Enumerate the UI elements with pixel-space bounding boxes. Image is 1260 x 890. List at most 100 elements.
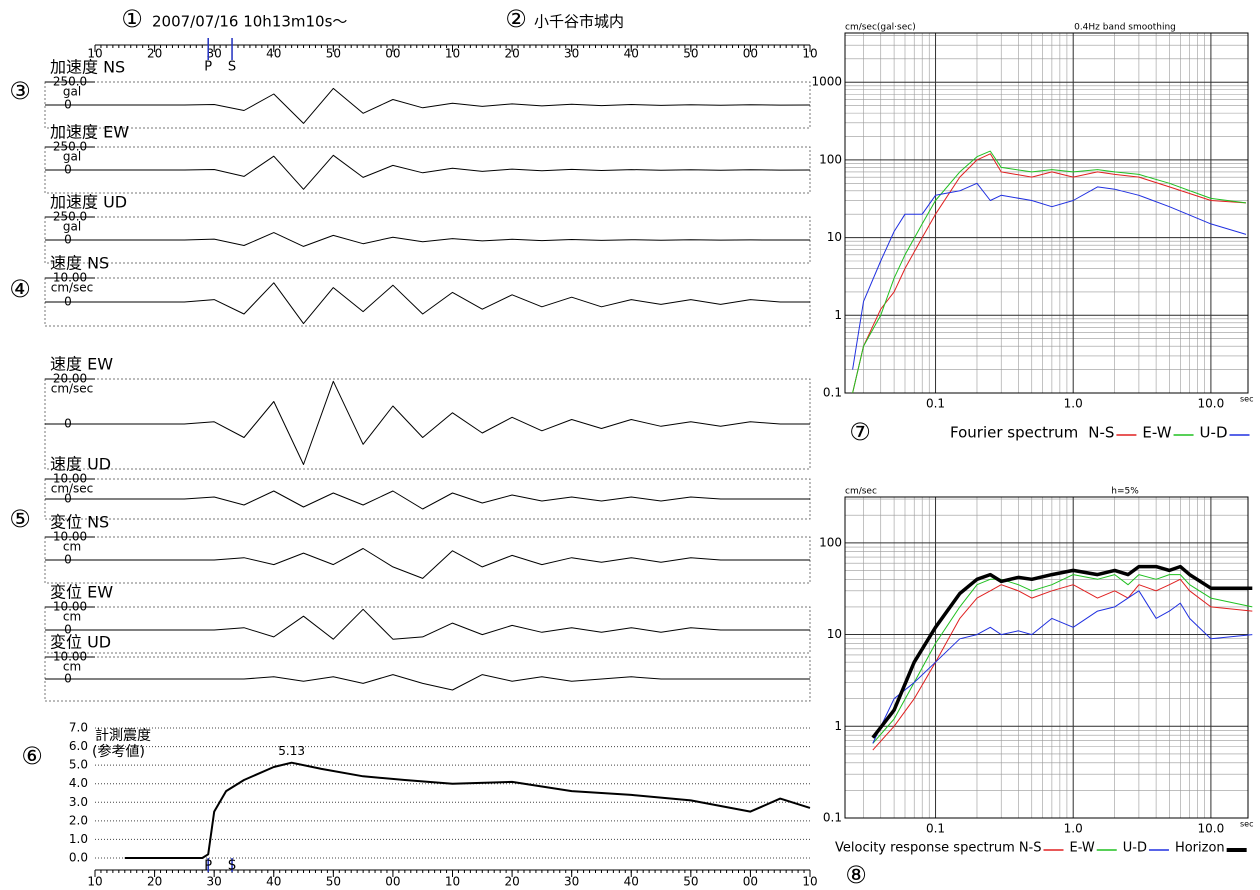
unit-label: gal — [63, 85, 81, 99]
y-tick-label: 0 — [64, 672, 72, 686]
x-tick-label: 30 — [207, 875, 222, 889]
legend-label: N-S — [1088, 424, 1114, 442]
panel-title: 変位 EW — [50, 583, 113, 602]
y-tick-label: 0 — [64, 163, 72, 177]
chart-title: cm/sec(gal·sec) — [845, 23, 916, 33]
y-tick-label: 100 — [819, 152, 842, 166]
y-tick-label: 1.0 — [69, 832, 88, 846]
x-tick-label: 20 — [147, 875, 162, 889]
spectrum-line — [852, 182, 1247, 370]
waveform-line — [95, 232, 810, 247]
plot-frame — [844, 496, 1249, 819]
chart-title: 計測震度 — [95, 728, 151, 744]
marker: ③ — [9, 77, 31, 105]
y-tick-label: 250.0 — [53, 210, 87, 224]
axis-unit: sec — [1240, 820, 1254, 829]
unit-label: cm — [63, 660, 81, 674]
y-tick-label: 7.0 — [69, 721, 88, 735]
waveform-line — [95, 154, 811, 190]
y-tick-label: 10.00 — [53, 650, 87, 664]
marker: ⑤ — [9, 505, 31, 533]
plot-frame — [844, 32, 1249, 394]
date: 2007/07/16 10h13m10s〜 — [152, 13, 347, 31]
y-tick-label: 10.00 — [53, 530, 87, 544]
y-tick-label: 0 — [64, 553, 72, 567]
x-tick-label: 10 — [87, 875, 102, 889]
x-tick-label: 10 — [445, 875, 460, 889]
y-tick-label: 10.00 — [53, 472, 87, 486]
unit-label: cm — [63, 540, 81, 554]
x-tick-label: 30 — [564, 875, 579, 889]
x-tick-label: 10 — [445, 47, 460, 61]
panel-title: 加速度 NS — [50, 58, 125, 77]
y-tick-label: 1 — [834, 308, 842, 322]
waveform-line — [95, 608, 810, 640]
y-tick-label: 250.0 — [53, 140, 87, 154]
marker: ② — [505, 5, 527, 33]
y-tick-label: 0 — [64, 233, 72, 247]
legend-label: N-S — [1019, 841, 1042, 856]
panel-title: 速度 UD — [50, 455, 111, 474]
x-tick-label: 20 — [504, 47, 519, 61]
marker: ④ — [9, 275, 31, 303]
phase-label: S — [228, 60, 236, 75]
y-tick-label: 1 — [834, 719, 842, 733]
y-tick-label: 0.0 — [69, 851, 88, 865]
x-tick-label: 40 — [624, 875, 639, 889]
waveform-line — [95, 490, 810, 510]
y-tick-label: 0.1 — [823, 386, 842, 400]
x-tick-label: 30 — [207, 47, 222, 61]
unit-label: gal — [63, 150, 81, 164]
axis-unit: sec — [1240, 395, 1254, 404]
y-tick-label: 1000 — [811, 75, 842, 89]
x-tick-label: 50 — [683, 47, 698, 61]
waveform-line — [95, 548, 810, 579]
chart-subtitle: 0.4Hz band smoothing — [1074, 23, 1176, 33]
spectrum-line — [852, 150, 1247, 394]
x-tick-label: 50 — [683, 875, 698, 889]
panel-title: 変位 NS — [50, 513, 109, 532]
y-tick-label: 6.0 — [69, 739, 88, 753]
y-tick-label: 0 — [64, 623, 72, 637]
y-tick-label: 0 — [64, 295, 72, 309]
waveform-line — [95, 87, 811, 124]
unit-label: cm — [63, 610, 81, 624]
phase-label: P — [204, 60, 212, 75]
y-tick-label: 10 — [827, 627, 842, 641]
x-tick-label: 40 — [266, 47, 281, 61]
y-tick-label: 3.0 — [69, 795, 88, 809]
y-tick-label: 0 — [64, 98, 72, 112]
y-tick-label: 0 — [64, 492, 72, 506]
intensity-line — [124, 761, 811, 859]
spectrum-line — [852, 153, 1247, 394]
x-tick-label: 10 — [802, 47, 817, 61]
x-tick-label: 1.0 — [1064, 822, 1083, 836]
x-tick-label: 00 — [385, 875, 400, 889]
y-tick-label: 250.0 — [53, 75, 87, 89]
y-tick-label: 2.0 — [69, 813, 88, 827]
unit-label: cm/sec — [51, 281, 94, 295]
y-tick-label: 100 — [819, 535, 842, 549]
x-tick-label: 00 — [385, 47, 400, 61]
panel-title: 速度 EW — [50, 355, 113, 374]
y-tick-label: 0 — [64, 417, 72, 431]
annotation: 5.13 — [278, 744, 305, 758]
y-tick-label: 10 — [827, 230, 842, 244]
waveform-line — [95, 282, 810, 325]
panel-title: 変位 UD — [50, 633, 111, 652]
chart-title: cm/sec — [845, 487, 877, 497]
y-tick-label: 0.1 — [823, 811, 842, 825]
x-tick-label: 50 — [326, 875, 341, 889]
legend-label: E-W — [1142, 424, 1171, 442]
marker: ① — [121, 5, 143, 33]
y-tick-label: 10.00 — [53, 271, 87, 285]
spectrum-line — [872, 578, 1253, 751]
x-tick-label: 40 — [266, 875, 281, 889]
x-tick-label: 10.0 — [1198, 822, 1225, 836]
legend-label: E-W — [1070, 841, 1095, 856]
y-tick-label: 4.0 — [69, 776, 88, 790]
x-tick-label: 1.0 — [1064, 397, 1083, 411]
x-tick-label: 30 — [564, 47, 579, 61]
unit-label: gal — [63, 220, 81, 234]
